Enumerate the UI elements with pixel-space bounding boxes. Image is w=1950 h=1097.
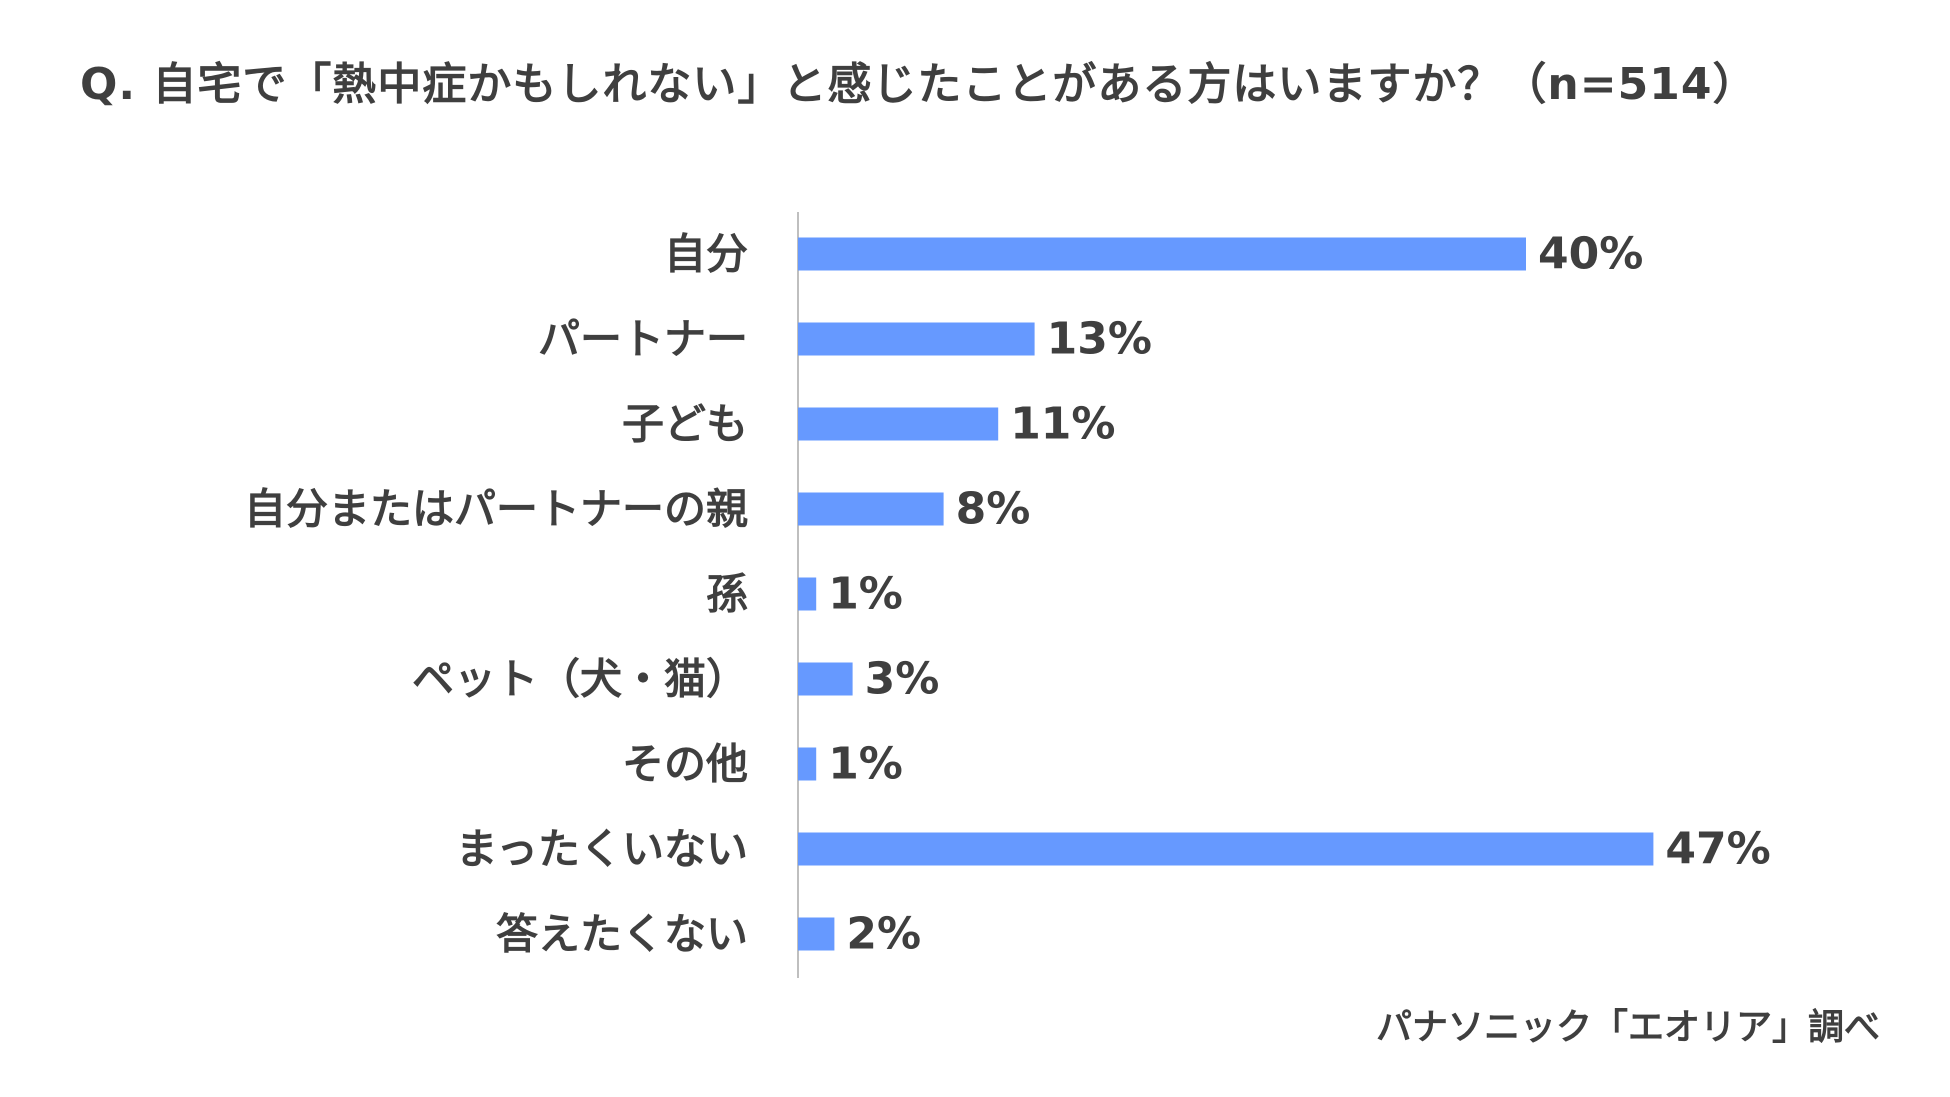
category-label-7: まったくいない xyxy=(456,825,748,874)
bar-7 xyxy=(798,832,1654,866)
category-label-5: ペット（犬・猫） xyxy=(412,655,748,704)
category-label-0: 自分 xyxy=(664,230,748,279)
bar-4 xyxy=(798,577,817,611)
value-label-6: 1% xyxy=(828,739,903,790)
bar-6 xyxy=(798,747,817,781)
bar-8 xyxy=(798,917,835,951)
bar-0 xyxy=(798,237,1526,271)
value-label-2: 11% xyxy=(1010,399,1115,450)
value-label-8: 2% xyxy=(846,909,921,960)
category-label-1: パートナー xyxy=(538,315,748,364)
chart-title: Q. 自宅で「熱中症かもしれない」と感じたことがある方はいますか？（n=514） xyxy=(80,59,1758,110)
value-label-7: 47% xyxy=(1665,824,1770,875)
category-label-8: 答えたくない xyxy=(496,910,748,959)
category-label-2: 子ども xyxy=(622,400,748,449)
category-label-3: 自分またはパートナーの親 xyxy=(244,485,748,534)
bars-group xyxy=(798,237,1654,951)
bar-2 xyxy=(798,407,999,441)
value-label-1: 13% xyxy=(1047,314,1152,365)
category-label-6: その他 xyxy=(622,740,748,789)
value-label-5: 3% xyxy=(865,654,940,705)
category-label-4: 孫 xyxy=(706,570,748,619)
bar-1 xyxy=(798,322,1035,356)
value-labels-group: 40% 13% 11% 8% 1% 3% 1% 47% 2% xyxy=(828,229,1771,960)
value-label-4: 1% xyxy=(828,569,903,620)
value-label-3: 8% xyxy=(956,484,1031,535)
bar-5 xyxy=(798,662,853,696)
bar-3 xyxy=(798,492,944,526)
value-label-0: 40% xyxy=(1538,229,1643,280)
source-note: パナソニック「エオリア」調べ xyxy=(1375,1007,1880,1048)
